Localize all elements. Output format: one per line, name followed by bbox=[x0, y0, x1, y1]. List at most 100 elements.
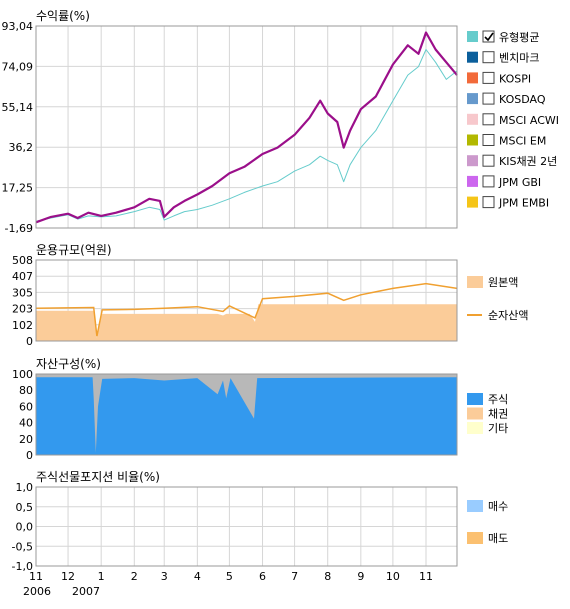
legend-checkbox bbox=[482, 134, 495, 146]
x-tick-label: 5 bbox=[226, 570, 233, 583]
legend-swatch bbox=[467, 175, 478, 187]
legend-label: MSCI ACWI bbox=[499, 114, 559, 127]
legend-swatch bbox=[467, 407, 483, 420]
y-tick-label: -0,5 bbox=[12, 540, 33, 553]
legend-item: 매도 bbox=[467, 532, 508, 545]
y-tick-label: 17,25 bbox=[2, 182, 34, 195]
y-tick-label: 102 bbox=[12, 319, 33, 332]
y-tick-label: 0,0 bbox=[16, 521, 34, 534]
x-tick-label: 1 bbox=[98, 570, 105, 583]
legend-label: 벤치마크 bbox=[499, 52, 539, 65]
y-tick-label: 0,5 bbox=[16, 501, 34, 514]
legend-swatch bbox=[467, 113, 478, 125]
x-tick-label: 10 bbox=[386, 570, 400, 583]
legend-checkbox bbox=[482, 175, 495, 188]
legend-swatch bbox=[467, 134, 478, 146]
x-tick-label: 4 bbox=[194, 570, 201, 583]
plot-border bbox=[35, 486, 458, 567]
legend-item: JPM GBI bbox=[467, 175, 541, 189]
legend-swatch bbox=[467, 155, 478, 167]
y-tick-label: 55,14 bbox=[2, 101, 34, 114]
plot-area bbox=[36, 26, 457, 228]
legend-label: 주식 bbox=[488, 393, 508, 406]
legend-checkbox bbox=[482, 51, 495, 64]
legend-item: KOSDAQ bbox=[467, 92, 546, 106]
legend-item: 벤치마크 bbox=[467, 51, 539, 65]
legend-item: 기타 bbox=[467, 422, 508, 435]
y-tick-label: 407 bbox=[12, 270, 33, 283]
y-tick-label: 1,0 bbox=[16, 481, 34, 494]
legend-label: 매도 bbox=[488, 532, 508, 545]
x-year-label: 2006 bbox=[23, 585, 51, 598]
panel-title: 수익률(%) bbox=[36, 9, 90, 23]
y-tick-label: 74,09 bbox=[2, 60, 34, 73]
plot-border bbox=[35, 25, 458, 229]
y-tick-label: 0 bbox=[26, 335, 33, 348]
y-tick-label: 508 bbox=[12, 254, 33, 267]
plot-border bbox=[35, 373, 458, 456]
check-icon bbox=[484, 32, 494, 42]
legend-label: 원본액 bbox=[488, 276, 518, 289]
panel-title: 운용규모(억원) bbox=[36, 243, 112, 257]
series-line bbox=[35, 31, 458, 224]
legend-label: MSCI EM bbox=[499, 135, 546, 148]
legend-swatch bbox=[467, 51, 478, 63]
panel-title: 주식선물포지션 비율(%) bbox=[36, 470, 160, 484]
y-tick-label: -1,0 bbox=[12, 560, 33, 573]
legend-label: 유형평균 bbox=[499, 31, 539, 44]
legend-item: 매수 bbox=[467, 500, 508, 513]
x-year-label: 2007 bbox=[72, 585, 100, 598]
x-tick-label: 2 bbox=[131, 570, 138, 583]
x-tick-label: 7 bbox=[291, 570, 298, 583]
stock-area bbox=[36, 377, 457, 455]
legend-label: JPM EMBI bbox=[498, 197, 549, 210]
x-tick-label: 6 bbox=[259, 570, 266, 583]
x-tick-label: 3 bbox=[161, 570, 168, 583]
legend-checkbox bbox=[482, 30, 495, 43]
y-tick-label: 93,04 bbox=[2, 20, 34, 33]
legend-label: KOSPI bbox=[499, 72, 531, 85]
legend-swatch bbox=[467, 276, 483, 288]
y-tick-label: 20 bbox=[19, 433, 33, 446]
legend-label: KIS채권 2년 bbox=[499, 155, 557, 168]
legend-item: KOSPI bbox=[467, 71, 531, 85]
legend-item: 유형평균 bbox=[467, 30, 539, 44]
series-line bbox=[35, 49, 458, 222]
panel-title: 자산구성(%) bbox=[36, 357, 101, 371]
principal-area bbox=[36, 304, 457, 341]
legend-item: JPM EMBI bbox=[467, 196, 549, 210]
legend-swatch bbox=[467, 422, 483, 434]
y-tick-label: 60 bbox=[19, 400, 33, 413]
legend-swatch bbox=[467, 93, 478, 105]
y-tick-label: 0 bbox=[26, 449, 33, 462]
legend-item: 순자산액 bbox=[467, 309, 528, 322]
legend-item: MSCI EM bbox=[467, 134, 546, 148]
y-tick-label: 36,2 bbox=[9, 141, 34, 154]
legend-checkbox bbox=[482, 196, 495, 209]
x-tick-label: 11 bbox=[29, 570, 43, 583]
legend-checkbox bbox=[482, 71, 495, 84]
y-tick-label: 40 bbox=[19, 417, 33, 430]
legend-label: 매수 bbox=[488, 500, 508, 513]
y-tick-label: -1,69 bbox=[5, 222, 33, 235]
legend-label: 채권 bbox=[488, 408, 508, 421]
x-tick-label: 12 bbox=[61, 570, 75, 583]
y-tick-label: 100 bbox=[12, 368, 33, 381]
legend-label: JPM GBI bbox=[498, 176, 541, 189]
legend-item: MSCI ACWI bbox=[467, 113, 559, 127]
legend-swatch bbox=[467, 196, 478, 208]
legend-label: KOSDAQ bbox=[499, 93, 546, 106]
legend-item: KIS채권 2년 bbox=[467, 154, 557, 168]
x-tick-label: 11 bbox=[419, 570, 433, 583]
y-tick-label: 203 bbox=[12, 303, 33, 316]
plot-border bbox=[35, 259, 458, 342]
y-tick-label: 305 bbox=[12, 286, 33, 299]
legend-checkbox bbox=[482, 113, 495, 126]
legend-swatch bbox=[467, 72, 478, 84]
net-asset-line bbox=[35, 282, 458, 337]
legend-swatch bbox=[467, 31, 478, 42]
y-tick-label: 80 bbox=[19, 384, 33, 397]
legend-swatch bbox=[467, 393, 483, 405]
x-tick-label: 8 bbox=[324, 570, 331, 583]
